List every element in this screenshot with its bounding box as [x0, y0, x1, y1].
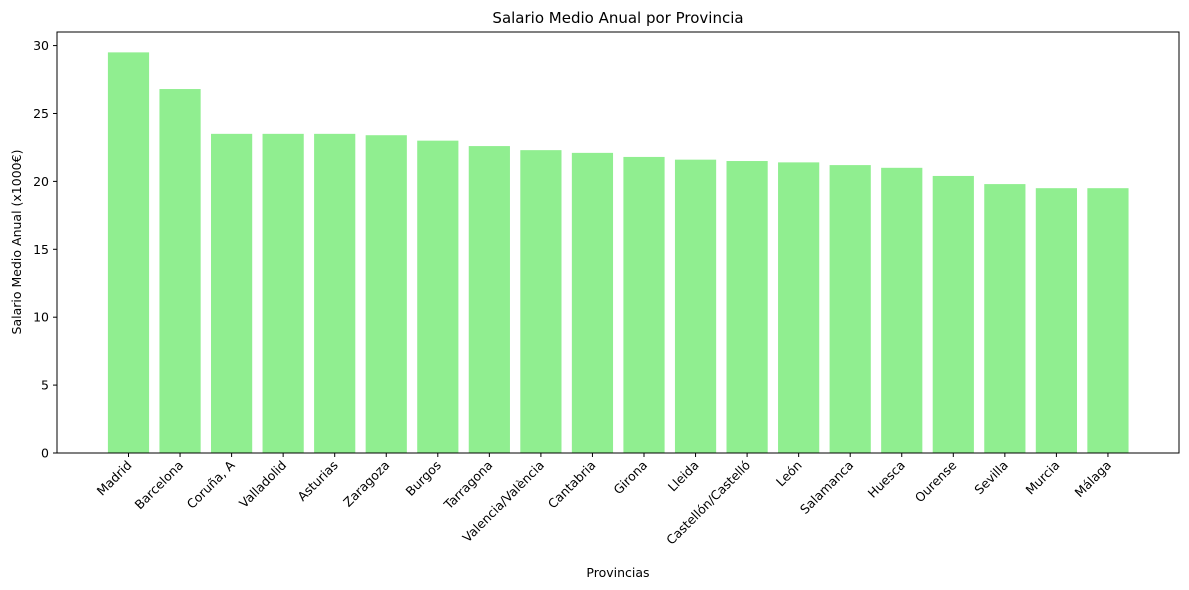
- x-tick-label: Huesca: [865, 458, 908, 501]
- y-tick-label: 0: [41, 446, 49, 461]
- y-tick-label: 30: [33, 38, 49, 53]
- bar: [314, 133, 356, 453]
- x-tick-label: Ourense: [912, 457, 960, 505]
- bars-group: [107, 52, 1129, 454]
- bar: [674, 159, 717, 453]
- bar: [1035, 188, 1077, 453]
- x-tick-label: Madrid: [94, 458, 135, 499]
- y-tick-label: 15: [33, 242, 49, 257]
- x-tick-label: Tarragona: [440, 458, 495, 513]
- bar: [1087, 188, 1129, 453]
- x-tick-label: Lleida: [665, 458, 702, 495]
- bar: [520, 150, 562, 453]
- bar: [417, 140, 459, 453]
- bar: [159, 89, 201, 453]
- y-axis-title: Salario Medio Anual (x1000€): [9, 150, 24, 335]
- x-tick-label: Valladolid: [236, 458, 289, 511]
- bar: [932, 175, 974, 453]
- bar: [365, 135, 407, 453]
- x-tick-label: Asturias: [294, 458, 340, 504]
- x-tick-label: Barcelona: [131, 458, 186, 513]
- x-tick-label: León: [773, 458, 805, 490]
- bar: [726, 161, 768, 453]
- bar: [571, 152, 614, 453]
- bar: [211, 133, 253, 453]
- x-tick-label: Málaga: [1072, 458, 1115, 501]
- y-tick-label: 5: [41, 378, 49, 393]
- x-tick-label: Burgos: [403, 458, 444, 499]
- bar: [262, 133, 304, 453]
- plot-frame: [56, 31, 1180, 454]
- chart-title: Salario Medio Anual por Provincia: [492, 9, 743, 27]
- x-tick-label: Coruña, A: [184, 457, 238, 511]
- x-tick-label: Cantabria: [545, 458, 599, 512]
- x-tick-label: Zaragoza: [340, 458, 392, 510]
- y-tick-label: 25: [33, 106, 49, 121]
- bar: [468, 146, 510, 453]
- y-tick-label: 20: [33, 174, 49, 189]
- bar: [107, 52, 150, 454]
- y-tick-label: 10: [33, 310, 49, 325]
- x-axis-title: Provincias: [586, 565, 649, 580]
- x-tick-label: Murcia: [1023, 458, 1063, 498]
- y-axis-ticks: 0 5 10 15 20 25 30: [33, 38, 57, 461]
- bar: [984, 184, 1026, 453]
- bar: [829, 165, 871, 453]
- bar: [881, 167, 923, 453]
- x-tick-label: Salamanca: [797, 458, 856, 517]
- x-tick-label: Girona: [610, 458, 650, 498]
- bar: [778, 162, 820, 453]
- x-tick-label: Sevilla: [971, 458, 1011, 498]
- bar: [623, 156, 665, 453]
